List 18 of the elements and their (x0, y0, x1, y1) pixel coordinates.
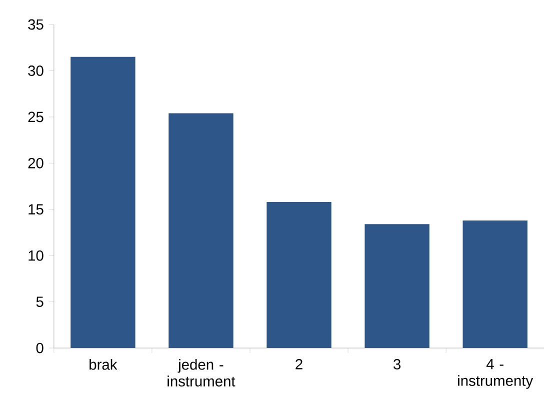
y-tick-label: 30 (28, 66, 44, 76)
y-tick-label: 0 (36, 342, 44, 354)
y-tick-label: 35 (28, 19, 44, 30)
bar (266, 202, 332, 348)
x-tick-label: jeden - instrument (168, 359, 236, 387)
y-tick-label: 25 (28, 112, 44, 122)
x-tick-label: brak (90, 359, 118, 370)
x-tick-label: 3 (394, 359, 400, 370)
x-tick-label: 2 (296, 359, 302, 370)
y-tick-label: 5 (36, 296, 44, 308)
y-tick-label: 15 (28, 204, 44, 215)
bar (462, 220, 528, 348)
bar (70, 56, 136, 348)
bar (168, 113, 234, 348)
y-tick-label: 20 (28, 158, 44, 168)
bar (364, 224, 430, 348)
y-tick-label: 10 (28, 250, 44, 261)
x-tick-label: 4 - instrumenty (458, 359, 534, 389)
